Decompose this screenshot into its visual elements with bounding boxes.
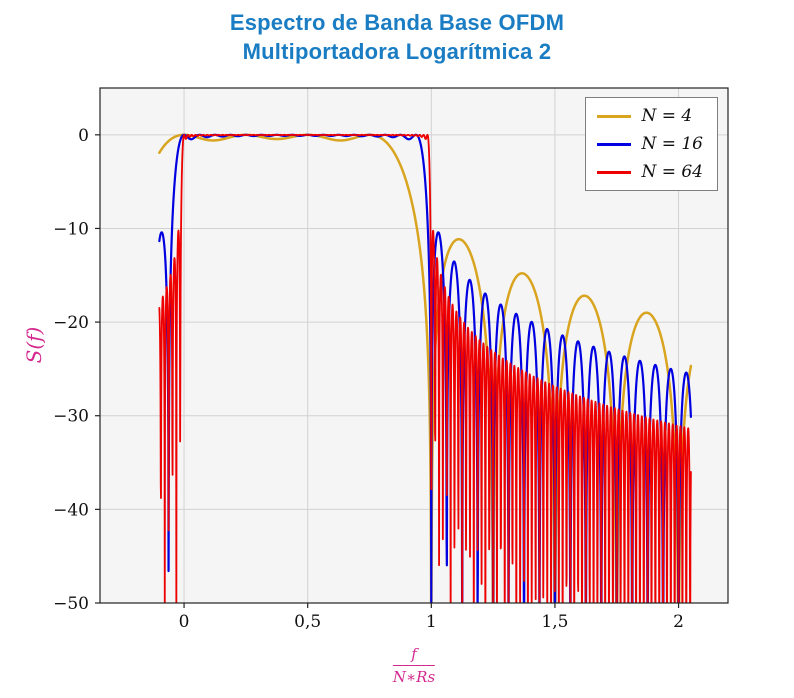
x-tick-label: 1,5 bbox=[541, 612, 568, 632]
x-tick-label: 0 bbox=[179, 612, 190, 632]
chart-title-line2: Multiportadora Logarítmica 2 bbox=[242, 39, 552, 65]
chart-title-line1: Espectro de Banda Base OFDM bbox=[229, 10, 565, 35]
legend-line-swatch bbox=[597, 142, 632, 146]
legend-entry: N = 4 bbox=[597, 106, 703, 126]
legend-line-swatch bbox=[597, 114, 632, 118]
x-tick-label: 2 bbox=[673, 612, 684, 632]
chart-title: Espectro de Banda Base OFDM Multiportado… bbox=[0, 8, 794, 66]
x-axis-label-numerator: f bbox=[392, 645, 436, 666]
x-axis-label-denominator: N∗Rs bbox=[392, 668, 436, 686]
x-axis-label: f N∗Rs bbox=[392, 645, 436, 686]
y-tick-label: −30 bbox=[53, 407, 89, 427]
y-tick-label: −20 bbox=[53, 313, 89, 333]
legend-label: N = 4 bbox=[641, 106, 693, 126]
legend-label: N = 64 bbox=[641, 162, 703, 182]
plot-frame bbox=[99, 87, 729, 604]
series-group bbox=[158, 133, 693, 603]
x-tick-label: 0,5 bbox=[294, 612, 321, 632]
x-tick-label: 1 bbox=[426, 612, 437, 632]
legend-entry: N = 64 bbox=[597, 162, 703, 182]
y-tick-label: −40 bbox=[53, 500, 89, 520]
y-axis-label: S(f) bbox=[22, 326, 46, 364]
series-line-n64 bbox=[158, 133, 692, 603]
legend-label: N = 16 bbox=[641, 134, 703, 154]
y-tick-label: 0 bbox=[78, 126, 89, 146]
x-axis-label-fraction: f N∗Rs bbox=[392, 645, 436, 686]
y-tick-label: −50 bbox=[53, 594, 89, 614]
legend-line-swatch bbox=[597, 170, 632, 174]
y-tick-label: −10 bbox=[53, 219, 89, 239]
legend-entry: N = 16 bbox=[597, 134, 703, 154]
legend: N = 4 N = 16 N = 64 bbox=[585, 97, 718, 191]
